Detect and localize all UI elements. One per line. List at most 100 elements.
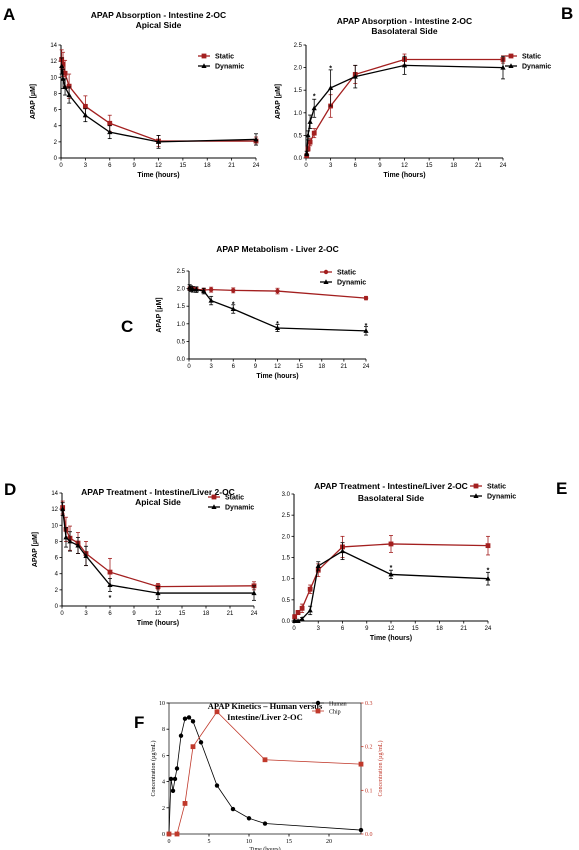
data-point xyxy=(307,139,313,145)
data-point xyxy=(388,571,394,577)
x-tick-label: 6 xyxy=(354,163,358,169)
x-tick-label: 12 xyxy=(155,611,162,617)
data-point xyxy=(388,541,394,547)
chart-panel-e: E APAP Treatment - Intestine/Liver 2-OC Ba… xyxy=(282,479,568,642)
data-point xyxy=(352,73,358,79)
data-point xyxy=(82,112,88,118)
y-tick-label: 1.0 xyxy=(177,322,186,328)
x-tick-label: 21 xyxy=(460,626,467,632)
data-point xyxy=(305,146,311,152)
data-point xyxy=(107,129,113,135)
x-tick-label: 3 xyxy=(84,163,88,169)
y-tick-label: 4 xyxy=(55,572,59,578)
significance-star: * xyxy=(232,301,235,308)
x-tick-label: 3 xyxy=(317,626,321,632)
x-tick-label: 21 xyxy=(475,163,482,169)
chart-title: APAP Absorption - Intestine 2-OC xyxy=(337,16,472,26)
data-point xyxy=(59,63,65,68)
legend-label: Dynamic xyxy=(487,494,516,501)
series-line xyxy=(294,543,489,618)
series-line xyxy=(62,507,255,588)
legend-label: Human xyxy=(329,702,347,708)
data-point xyxy=(253,136,259,142)
y-tick-label: 12 xyxy=(50,59,57,65)
y-tick-label: 1.5 xyxy=(282,556,291,562)
legend-label: Dynamic xyxy=(522,64,551,71)
data-point xyxy=(62,84,68,89)
data-point xyxy=(60,506,66,512)
x-tick-label: 0 xyxy=(59,163,63,169)
data-point xyxy=(500,64,506,70)
x-tick-label: 9 xyxy=(365,626,369,632)
x-tick-label: 6 xyxy=(108,611,112,617)
data-point xyxy=(304,150,310,156)
data-point xyxy=(358,761,364,767)
legend-marker xyxy=(211,494,217,500)
data-point xyxy=(275,288,280,294)
y-tick-label: 14 xyxy=(51,491,58,497)
data-point xyxy=(214,783,220,788)
x-tick-label: 21 xyxy=(228,163,235,169)
data-point xyxy=(230,806,236,812)
chart-panel-b: B APAP Absorption - Intestine 2-OCBasolat… xyxy=(275,4,573,179)
y-tick-label: 2 xyxy=(54,140,58,146)
y-tick-label: 0.5 xyxy=(294,133,303,139)
data-point xyxy=(190,286,196,292)
legend-label: Dynamic xyxy=(225,505,254,512)
significance-star: * xyxy=(390,565,393,572)
x-tick-label: 18 xyxy=(203,611,210,617)
legend-marker xyxy=(315,700,321,706)
x-tick-label: 0 xyxy=(304,163,308,169)
legend-label: Static xyxy=(337,270,356,277)
legend-label: Dynamic xyxy=(215,64,244,71)
data-point xyxy=(299,605,305,611)
series-static xyxy=(60,500,257,591)
legend-marker xyxy=(473,493,479,498)
y-tick-label: 0 xyxy=(54,156,58,162)
data-point xyxy=(246,816,252,821)
series-chip xyxy=(166,709,364,837)
x-tick-label: 3 xyxy=(209,364,213,370)
x-tick-label: 12 xyxy=(401,163,408,169)
data-point xyxy=(67,538,73,544)
chart-panel-f: F APAP Kinetics – Human versusIntestine/L… xyxy=(134,700,384,850)
series-line xyxy=(168,716,362,835)
panel-letter: F xyxy=(134,713,144,732)
data-point xyxy=(62,70,68,76)
x-tick-label: 6 xyxy=(341,626,345,632)
data-point xyxy=(485,575,491,581)
x-tick-label: 15 xyxy=(180,163,187,169)
y-tick-label: 6 xyxy=(162,753,165,759)
y-tick-label: 2 xyxy=(55,588,59,594)
y-tick-label: 2.5 xyxy=(177,269,186,275)
data-point xyxy=(190,719,196,724)
x-tick-label: 24 xyxy=(253,163,260,169)
y-tick-label: 8 xyxy=(55,539,59,545)
y-tick-label: 0.0 xyxy=(282,619,291,625)
data-point xyxy=(230,306,236,312)
y-axis-label: APAP [µM] xyxy=(30,84,37,119)
y-axis-label: APAP [µM] xyxy=(156,297,163,332)
x-tick-label: 15 xyxy=(296,364,303,370)
series-line xyxy=(169,711,362,835)
y2-tick-label: 0.1 xyxy=(365,788,373,794)
y-axis-label: APAP [µM] xyxy=(32,532,39,567)
data-point xyxy=(305,132,311,138)
x-tick-label: 21 xyxy=(341,364,348,370)
significance-star: * xyxy=(329,66,332,73)
chart-title: Apical Side xyxy=(136,20,182,30)
data-point xyxy=(274,325,281,331)
legend-marker xyxy=(211,504,217,509)
y-tick-label: 0.5 xyxy=(282,598,291,604)
legend-label: Static xyxy=(225,495,244,502)
series-line xyxy=(61,59,256,142)
chart-title: APAP Treatment - Intestine/Liver 2-OC xyxy=(314,481,468,491)
y2-tick-label: 0.0 xyxy=(365,832,373,838)
data-point xyxy=(66,83,72,89)
panel-letter: E xyxy=(556,479,567,498)
y-tick-label: 8 xyxy=(162,727,165,733)
data-point xyxy=(66,92,72,98)
data-point xyxy=(201,288,207,294)
x-tick-label: 6 xyxy=(108,163,112,169)
y2-tick-label: 0.2 xyxy=(365,745,373,751)
